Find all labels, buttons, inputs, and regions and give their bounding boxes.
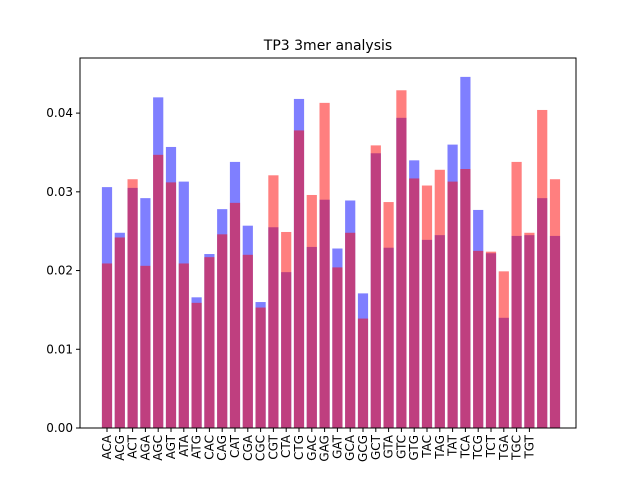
bar-red-18 bbox=[332, 267, 343, 428]
x-tick-label: GCT bbox=[369, 434, 383, 460]
bar-red-29 bbox=[473, 250, 484, 428]
bar-red-10 bbox=[229, 202, 241, 428]
x-tick-label: CGC bbox=[254, 435, 268, 461]
x-tick-label: GCG bbox=[356, 435, 370, 462]
bar-red-7 bbox=[191, 302, 202, 428]
bar-red-24 bbox=[409, 178, 420, 428]
x-tick-label: TCG bbox=[471, 435, 485, 460]
chart-title: TP3 3mer analysis bbox=[263, 38, 392, 54]
x-tick-label: CGT bbox=[266, 434, 280, 459]
x-tick-label: CAC bbox=[202, 435, 216, 460]
bar-red-35 bbox=[549, 179, 561, 428]
plot-frame bbox=[79, 57, 577, 429]
bar-red-16 bbox=[306, 194, 317, 428]
x-tick-label: GCA bbox=[343, 434, 357, 461]
bar-red-31 bbox=[498, 271, 509, 428]
bar-red-8 bbox=[204, 257, 215, 428]
bar-red-15 bbox=[293, 130, 305, 428]
x-tick-label: ATG bbox=[190, 435, 204, 459]
x-tick-label: TAT bbox=[446, 434, 460, 457]
bars-layer bbox=[101, 76, 561, 429]
x-tick-label: AGC bbox=[151, 435, 165, 461]
bar-red-11 bbox=[242, 254, 253, 428]
bar-red-5 bbox=[165, 182, 177, 428]
x-tick-label: TGA bbox=[497, 434, 511, 461]
bar-red-26 bbox=[434, 169, 445, 429]
x-tick-label: TCT bbox=[484, 434, 498, 458]
x-tick-label: GAC bbox=[305, 435, 319, 461]
bar-red-0 bbox=[101, 263, 113, 428]
y-tick-label: 0.01 bbox=[46, 342, 73, 356]
x-tick-label: TAC bbox=[420, 435, 434, 459]
bar-red-13 bbox=[268, 175, 279, 428]
bar-red-30 bbox=[485, 251, 497, 428]
x-tick-label: AGA bbox=[138, 434, 152, 460]
bar-red-34 bbox=[537, 109, 548, 429]
x-tick-label: ATA bbox=[177, 434, 191, 457]
x-tick-label: ACG bbox=[113, 435, 127, 461]
bar-red-12 bbox=[255, 307, 266, 428]
x-tick-label: GTA bbox=[382, 434, 396, 458]
bar-red-3 bbox=[140, 265, 151, 428]
bar-red-20 bbox=[357, 318, 369, 428]
x-tick-label: GTC bbox=[394, 435, 408, 459]
y-tick-label: 0.02 bbox=[46, 264, 73, 278]
x-tick-label: CAT bbox=[228, 434, 242, 458]
y-axis: 0.00 0.01 0.02 0.03 0.04 bbox=[46, 106, 80, 435]
x-tick-label: GAG bbox=[318, 435, 332, 462]
x-tick-label: GTG bbox=[407, 435, 421, 461]
x-tick-label: CGA bbox=[241, 434, 255, 461]
x-tick-label: GAT bbox=[330, 434, 344, 459]
bar-red-2 bbox=[127, 179, 138, 428]
bar-red-32 bbox=[511, 161, 522, 428]
x-tick-label: TCA bbox=[458, 434, 472, 459]
y-tick-label: 0.04 bbox=[46, 106, 73, 120]
x-tick-label: CAG bbox=[215, 435, 229, 461]
bar-red-1 bbox=[114, 237, 125, 428]
bar-red-21 bbox=[370, 145, 381, 428]
bar-red-25 bbox=[421, 185, 433, 428]
bar-red-17 bbox=[319, 102, 330, 429]
bar-red-4 bbox=[153, 154, 164, 428]
bar-red-6 bbox=[178, 263, 189, 428]
bar-red-22 bbox=[383, 202, 394, 428]
bar-red-23 bbox=[396, 90, 407, 428]
x-tick-label: ACT bbox=[126, 434, 140, 458]
bar-red-27 bbox=[447, 181, 458, 428]
x-tick-label: AGT bbox=[164, 434, 178, 459]
x-tick-label: TAG bbox=[433, 435, 447, 460]
bar-red-19 bbox=[345, 232, 356, 428]
x-tick-label: CTA bbox=[279, 434, 293, 458]
bar-red-33 bbox=[524, 232, 535, 428]
bar-red-28 bbox=[460, 169, 471, 428]
x-tick-label: TGT bbox=[522, 434, 536, 459]
x-axis: ACAACGACTAGAAGCAGTATAATGCACCAGCATCGACGCC… bbox=[100, 428, 536, 462]
y-tick-label: 0.03 bbox=[46, 185, 73, 199]
y-tick-label: 0.00 bbox=[46, 421, 73, 435]
x-tick-label: ACA bbox=[100, 434, 114, 459]
bar-red-14 bbox=[281, 231, 292, 428]
x-tick-label: TGC bbox=[510, 435, 524, 461]
x-tick-label: CTG bbox=[292, 435, 306, 460]
bar-red-9 bbox=[217, 234, 228, 428]
